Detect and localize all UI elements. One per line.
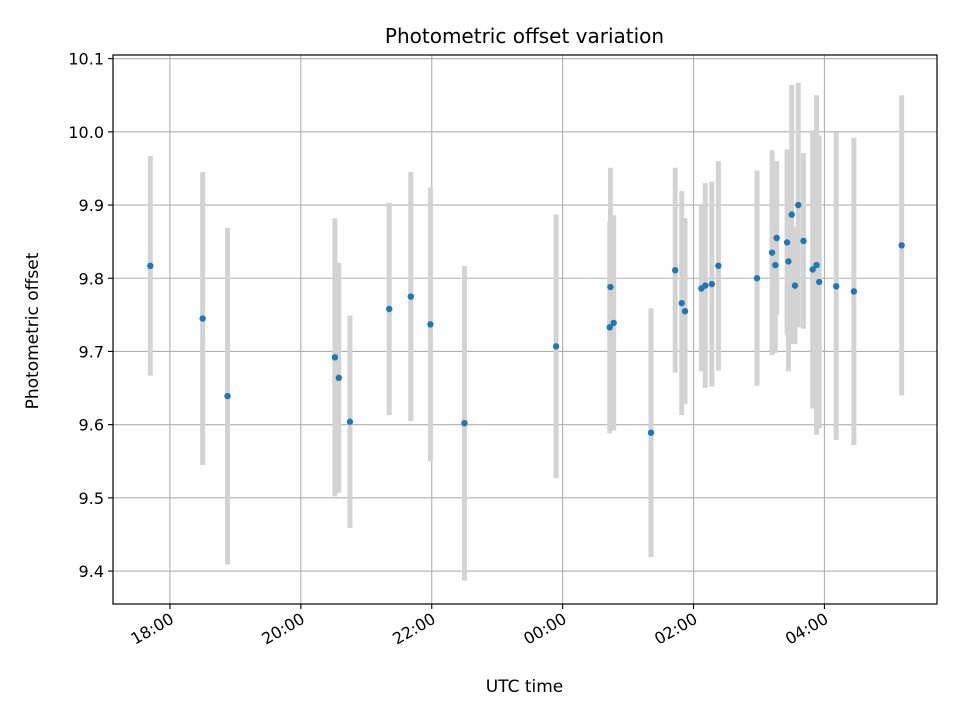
data-point bbox=[702, 282, 709, 289]
data-point bbox=[461, 419, 468, 427]
data-point bbox=[681, 308, 689, 315]
data-point bbox=[606, 324, 613, 331]
plot-frame bbox=[112, 54, 938, 605]
data-point bbox=[335, 374, 342, 382]
data-point bbox=[715, 262, 722, 270]
data-point bbox=[385, 305, 393, 313]
data-point bbox=[850, 288, 858, 295]
data-point bbox=[199, 315, 206, 322]
chart-title: Photometric offset variation bbox=[385, 24, 664, 48]
data-point bbox=[815, 278, 823, 286]
data-point bbox=[785, 258, 792, 265]
data-point bbox=[647, 429, 655, 436]
y-tick-label: 9.5 bbox=[79, 489, 104, 508]
data-point bbox=[813, 261, 820, 269]
y-tick-label: 9.6 bbox=[79, 416, 104, 435]
data-point bbox=[768, 249, 776, 256]
y-tick-label: 9.4 bbox=[79, 562, 104, 581]
data-point bbox=[833, 283, 840, 290]
y-tick-label: 10.0 bbox=[68, 123, 104, 142]
data-point bbox=[809, 266, 816, 273]
data-point bbox=[678, 299, 685, 307]
data-point bbox=[791, 282, 799, 289]
point-layer bbox=[147, 201, 905, 436]
y-tick-label: 9.9 bbox=[79, 196, 104, 215]
data-point bbox=[800, 237, 807, 245]
data-point bbox=[795, 201, 802, 209]
x-axis-label: UTC time bbox=[486, 677, 564, 697]
data-point bbox=[427, 321, 434, 328]
y-tick-label: 10.1 bbox=[68, 50, 104, 69]
data-point bbox=[552, 343, 560, 350]
data-point bbox=[708, 280, 716, 288]
data-point bbox=[407, 293, 414, 300]
data-point bbox=[788, 211, 795, 218]
data-point bbox=[224, 392, 231, 400]
y-axis-label: Photometric offset bbox=[23, 252, 43, 409]
data-point bbox=[772, 261, 779, 269]
data-point bbox=[147, 262, 154, 270]
data-point bbox=[773, 234, 780, 242]
data-point bbox=[607, 283, 614, 291]
data-point bbox=[672, 267, 679, 274]
y-tick-label: 9.7 bbox=[79, 342, 104, 361]
data-point bbox=[898, 242, 905, 249]
y-tick-label: 9.8 bbox=[79, 269, 104, 288]
data-point bbox=[331, 354, 339, 361]
data-point bbox=[753, 275, 761, 282]
data-point bbox=[783, 239, 791, 246]
data-point bbox=[346, 418, 354, 425]
data-point bbox=[610, 319, 617, 327]
